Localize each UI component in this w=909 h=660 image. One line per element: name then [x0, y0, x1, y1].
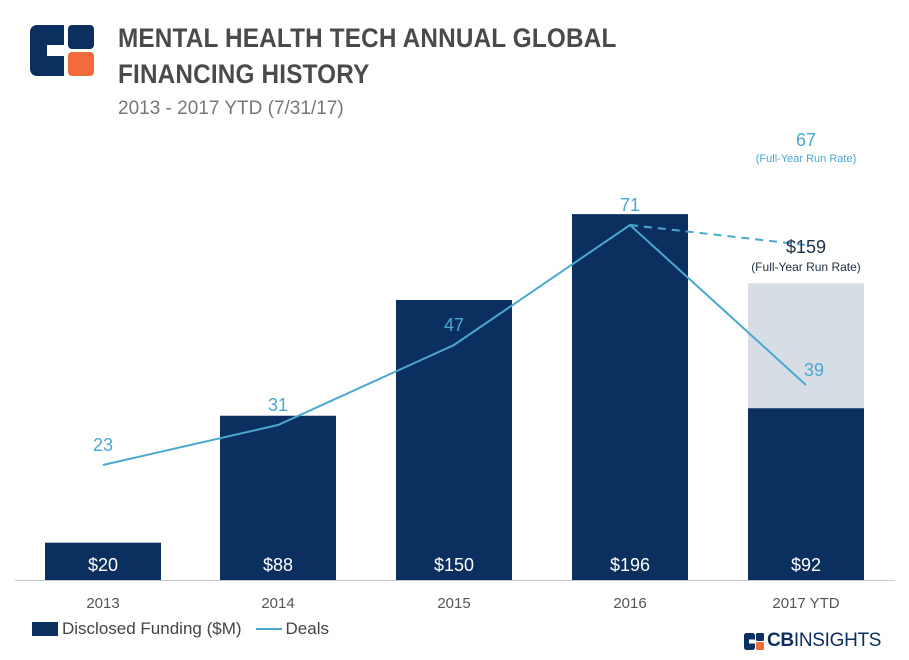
cb-insights-wordmark: CB INSIGHTS	[744, 630, 881, 652]
page-subtitle: 2013 - 2017 YTD (7/31/17)	[118, 98, 344, 119]
legend-deals-swatch	[255, 628, 282, 630]
chart-legend: Disclosed Funding ($M) Deals	[32, 618, 329, 640]
deals-line	[102, 223, 807, 466]
x-tick-label: 2015	[437, 595, 470, 612]
funding-bar-label: $150	[434, 555, 474, 575]
brand-bold: CB	[767, 630, 794, 651]
funding-bar-label: $196	[610, 555, 650, 575]
funding-bar	[45, 542, 161, 580]
deals-run-rate-line	[629, 224, 807, 246]
x-tick-label: 2017 YTD	[772, 595, 839, 612]
deals-run-rate-value: 67	[796, 130, 816, 150]
legend-funding-label: Disclosed Funding ($M)	[62, 619, 242, 638]
funding-bar	[572, 214, 688, 580]
x-tick-label: 2013	[86, 595, 119, 612]
funding-run-rate-value: $159	[786, 237, 826, 257]
funding-bar-label: $20	[88, 555, 118, 575]
deals-point-label: 31	[268, 395, 288, 415]
legend-deals-label: Deals	[285, 619, 329, 638]
brand-thin: INSIGHTS	[793, 630, 882, 651]
funding-bar	[748, 408, 864, 580]
legend-funding-swatch	[32, 622, 58, 636]
cb-insights-mark-icon	[744, 632, 764, 650]
x-tick-label: 2016	[613, 595, 646, 612]
page-title: MENTAL HEALTH TECH ANNUAL GLOBAL FINANCI…	[118, 23, 617, 89]
cb-insights-logo	[30, 25, 94, 76]
funding-bar-label: $88	[263, 555, 293, 575]
financing-chart: $20 $88 $150 $196 $92 2013 2014 2015 2016 2017 YT…	[15, 130, 895, 612]
deals-point-label: 23	[93, 435, 113, 455]
x-tick-label: 2014	[261, 595, 294, 612]
deals-run-rate-note: (Full-Year Run Rate)	[756, 153, 856, 165]
funding-bar	[396, 300, 512, 580]
deals-point-label: 47	[444, 315, 464, 335]
funding-bar-label: $92	[791, 555, 821, 575]
deals-point-label: 39	[804, 360, 824, 380]
funding-run-rate-note: (Full-Year Run Rate)	[751, 260, 861, 274]
funding-bar	[220, 415, 336, 580]
deals-point-label: 71	[620, 195, 640, 215]
